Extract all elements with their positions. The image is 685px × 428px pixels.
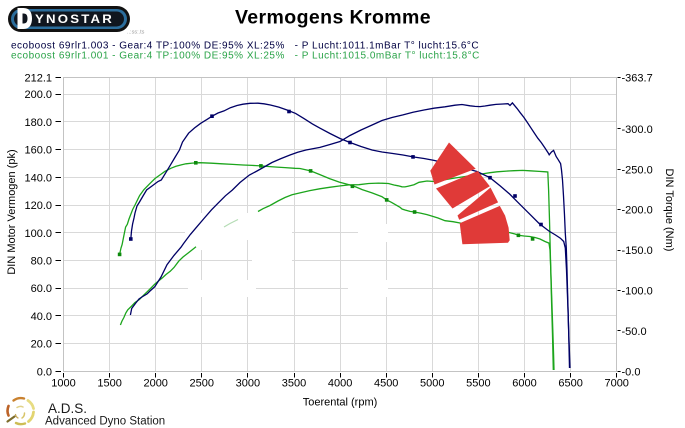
- svg-text:6500: 6500: [558, 378, 582, 390]
- svg-text:ecoboost 69rlr1.003 - Gear:4 T: ecoboost 69rlr1.003 - Gear:4 TP:100% DE:…: [11, 41, 479, 52]
- svg-text:Advanced Dyno Station: Advanced Dyno Station: [45, 416, 165, 428]
- svg-text:-200.0: -200.0: [622, 205, 653, 217]
- svg-text:-100.0: -100.0: [622, 286, 653, 298]
- svg-text:60.0: 60.0: [31, 283, 52, 295]
- svg-text:20.0: 20.0: [31, 339, 52, 351]
- svg-text:ecoboost 69rlr1.001 - Gear:4 T: ecoboost 69rlr1.001 - Gear:4 TP:100% DE:…: [11, 51, 480, 62]
- svg-text:4000: 4000: [328, 378, 352, 390]
- svg-text:160.0: 160.0: [24, 145, 52, 157]
- svg-text:180.0: 180.0: [24, 117, 52, 129]
- svg-text:2000: 2000: [143, 378, 167, 390]
- svg-text:7000: 7000: [604, 378, 628, 390]
- svg-text:140.0: 140.0: [24, 172, 52, 184]
- svg-text:Vermogens Kromme: Vermogens Kromme: [235, 7, 431, 29]
- svg-text:3000: 3000: [236, 378, 260, 390]
- svg-text:YNOSTAR: YNOSTAR: [35, 12, 114, 26]
- svg-text:-250.0: -250.0: [622, 164, 653, 176]
- svg-text:3500: 3500: [282, 378, 306, 390]
- svg-text:40.0: 40.0: [31, 311, 52, 323]
- svg-text:1000: 1000: [51, 378, 75, 390]
- svg-text:5500: 5500: [466, 378, 490, 390]
- svg-text:200.0: 200.0: [24, 89, 52, 101]
- svg-text:4500: 4500: [374, 378, 398, 390]
- svg-text:6000: 6000: [512, 378, 536, 390]
- svg-text:2500: 2500: [190, 378, 214, 390]
- svg-text:-150.0: -150.0: [622, 245, 653, 257]
- svg-text:-363.7: -363.7: [622, 72, 653, 84]
- svg-text:120.0: 120.0: [24, 200, 52, 212]
- svg-text:Toerental (rpm): Toerental (rpm): [303, 397, 378, 409]
- svg-text:80.0: 80.0: [31, 256, 52, 268]
- svg-text:A.D.S.: A.D.S.: [48, 401, 87, 416]
- svg-text:1500: 1500: [97, 378, 121, 390]
- svg-text:..:ss:.ts: ..:ss:.ts: [127, 30, 145, 36]
- svg-text:DIN Motor Vermogen (pk): DIN Motor Vermogen (pk): [6, 149, 18, 274]
- svg-text:100.0: 100.0: [24, 228, 52, 240]
- svg-text:212.1: 212.1: [24, 72, 52, 84]
- svg-text:DIN Torque (Nm): DIN Torque (Nm): [663, 169, 675, 252]
- svg-text:0.0: 0.0: [37, 366, 52, 378]
- svg-text:-50.0: -50.0: [622, 326, 647, 338]
- svg-text:-300.0: -300.0: [622, 124, 653, 136]
- svg-text:-0.0: -0.0: [622, 366, 641, 378]
- svg-text:5000: 5000: [420, 378, 444, 390]
